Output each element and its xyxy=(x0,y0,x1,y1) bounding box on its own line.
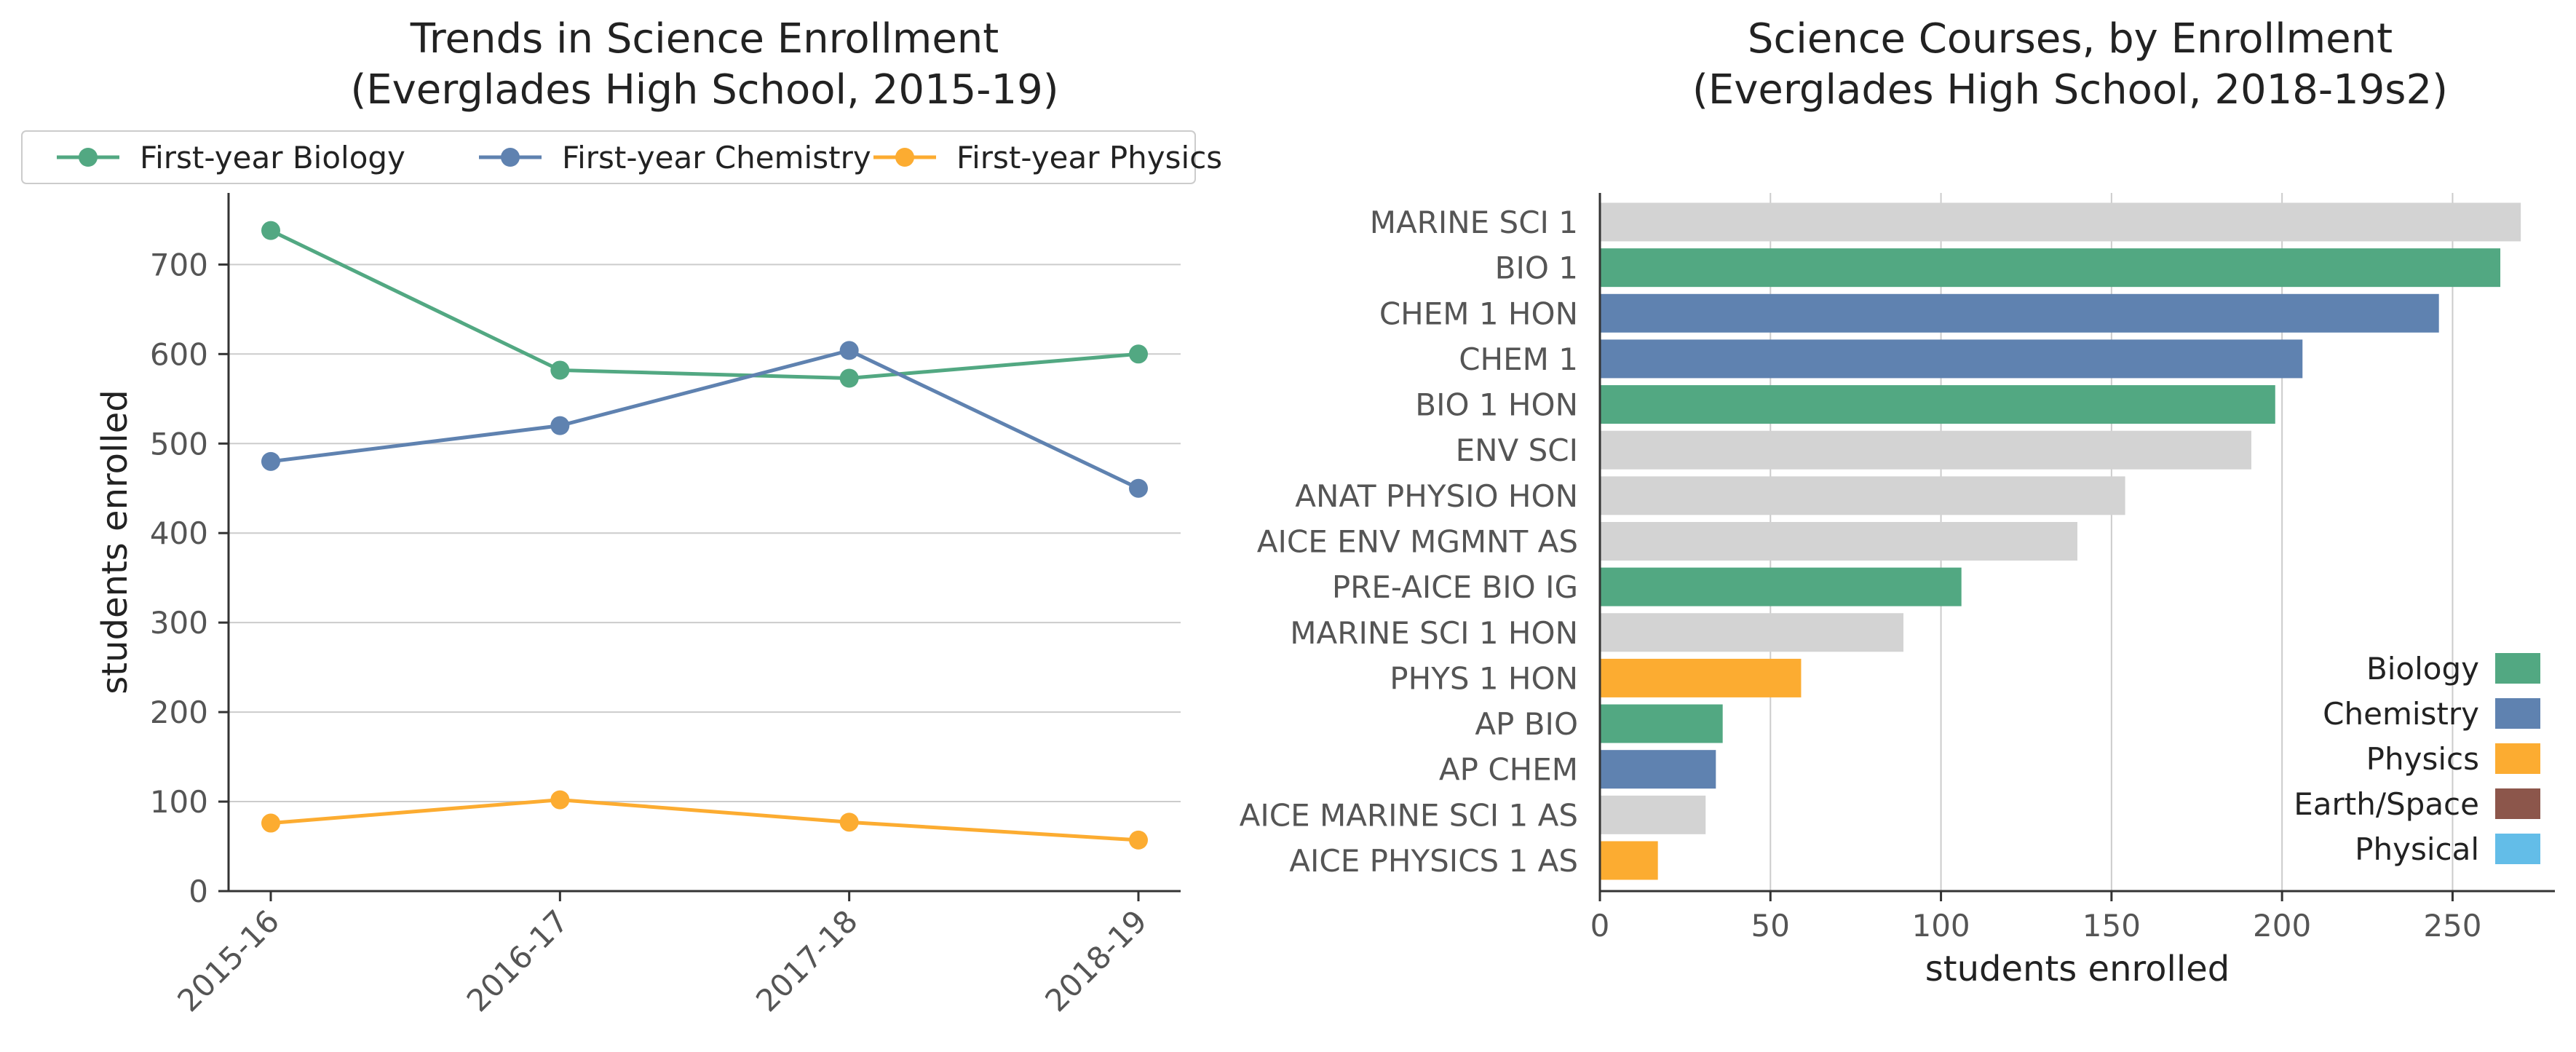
y-tick-label: 700 xyxy=(150,247,208,282)
bar-chart-title: (Everglades High School, 2018-19s2) xyxy=(1692,66,2448,114)
y-tick-label: 200 xyxy=(150,695,208,730)
legend-label: Physical xyxy=(2355,831,2479,867)
x-tick-label: 100 xyxy=(1911,908,1970,944)
data-point xyxy=(550,416,570,435)
series-line xyxy=(270,798,1139,842)
y-tick-label: 100 xyxy=(150,784,208,820)
x-tick-label: 0 xyxy=(1590,908,1610,944)
legend-label: Biology xyxy=(2366,651,2479,687)
legend-label: First-year Biology xyxy=(140,140,405,175)
category-label: AP CHEM xyxy=(1439,752,1578,788)
y-axis-label: students enrolled xyxy=(95,389,135,694)
bar xyxy=(1600,750,1716,789)
x-tick-label: 50 xyxy=(1751,908,1790,944)
category-label: CHEM 1 xyxy=(1459,341,1578,377)
x-tick-label: 2017-18 xyxy=(749,903,865,1019)
line-legend xyxy=(21,130,1196,184)
legend-swatch xyxy=(2495,653,2540,684)
x-tick-label: 2016-17 xyxy=(460,903,576,1019)
data-point xyxy=(550,360,570,380)
legend-label: Physics xyxy=(2366,741,2479,777)
line-chart-title: Trends in Science Enrollment xyxy=(410,15,999,63)
category-label: MARINE SCI 1 HON xyxy=(1290,615,1578,651)
bar xyxy=(1600,521,2077,561)
series-line xyxy=(269,229,1139,381)
data-point xyxy=(839,812,859,832)
category-label: AICE PHYSICS 1 AS xyxy=(1289,843,1578,879)
legend-label: First-year Chemistry xyxy=(562,140,871,175)
y-tick-label: 500 xyxy=(150,426,208,462)
category-label: AICE MARINE SCI 1 AS xyxy=(1240,797,1578,833)
legend-label: Earth/Space xyxy=(2294,786,2479,822)
bar xyxy=(1600,841,1658,880)
category-label: ENV SCI xyxy=(1456,432,1578,468)
bar xyxy=(1600,202,2521,242)
data-point xyxy=(1129,830,1148,850)
legend-marker xyxy=(501,148,520,167)
x-tick-label: 250 xyxy=(2423,908,2481,944)
bar xyxy=(1600,293,2439,333)
legend-swatch xyxy=(2495,698,2540,729)
y-tick-label: 300 xyxy=(150,605,208,641)
bar xyxy=(1600,385,2275,424)
series-line xyxy=(270,348,1140,490)
category-label: BIO 1 xyxy=(1495,250,1578,286)
category-label: AP BIO xyxy=(1475,706,1578,742)
y-tick-label: 400 xyxy=(150,515,208,551)
line-chart: Trends in Science Enrollment(Everglades … xyxy=(21,15,1222,1019)
data-point xyxy=(261,451,280,471)
data-point xyxy=(261,813,280,833)
bar xyxy=(1600,613,1904,652)
data-point xyxy=(1129,344,1148,364)
bar xyxy=(1600,658,1802,697)
bar xyxy=(1600,567,1962,606)
category-label: ANAT PHYSIO HON xyxy=(1295,478,1578,514)
category-label: BIO 1 HON xyxy=(1415,387,1578,423)
data-point xyxy=(261,221,280,240)
x-tick-label: 2015-16 xyxy=(170,903,286,1019)
bar xyxy=(1600,476,2125,515)
x-tick-label: 200 xyxy=(2253,908,2311,944)
legend-label: First-year Physics xyxy=(956,140,1222,175)
bar-chart: Science Courses, by Enrollment(Everglade… xyxy=(1240,15,2555,989)
x-tick-label: 2018-19 xyxy=(1038,903,1154,1019)
data-point xyxy=(550,790,570,810)
x-tick-label: 150 xyxy=(2082,908,2141,944)
y-tick-label: 0 xyxy=(189,874,208,909)
category-label: PHYS 1 HON xyxy=(1390,660,1578,696)
category-label: PRE-AICE BIO IG xyxy=(1332,569,1578,605)
x-axis-label: students enrolled xyxy=(1925,949,2230,989)
bar-chart-title: Science Courses, by Enrollment xyxy=(1748,15,2393,63)
category-label: CHEM 1 HON xyxy=(1379,296,1578,331)
category-label: AICE ENV MGMNT AS xyxy=(1257,523,1578,559)
legend-swatch xyxy=(2495,788,2540,819)
legend-label: Chemistry xyxy=(2323,696,2479,732)
bar xyxy=(1600,248,2501,288)
bar xyxy=(1600,339,2303,379)
legend-swatch xyxy=(2495,743,2540,774)
category-label: MARINE SCI 1 xyxy=(1370,205,1578,240)
bar xyxy=(1600,704,1723,743)
data-point xyxy=(839,341,859,360)
line-chart-title: (Everglades High School, 2015-19) xyxy=(350,66,1058,114)
bar xyxy=(1600,795,1706,834)
legend-swatch xyxy=(2495,834,2540,864)
legend-marker xyxy=(79,148,98,167)
y-tick-label: 600 xyxy=(150,336,208,372)
data-point xyxy=(839,368,859,388)
data-point xyxy=(1129,478,1148,498)
bar xyxy=(1600,430,2251,470)
legend-marker xyxy=(895,148,914,167)
